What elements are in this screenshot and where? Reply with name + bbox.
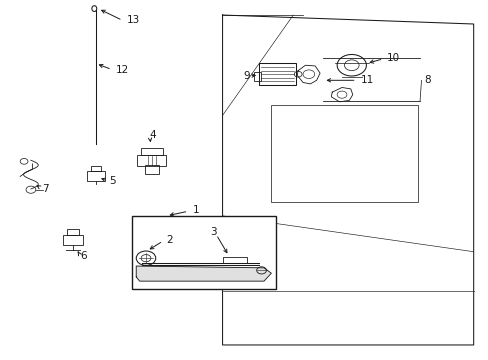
Text: 2: 2 <box>166 235 173 245</box>
Text: 3: 3 <box>210 227 217 237</box>
Text: 13: 13 <box>126 15 140 26</box>
Bar <box>259 63 295 85</box>
Bar <box>132 216 276 289</box>
Text: 12: 12 <box>116 64 129 75</box>
Text: 8: 8 <box>423 75 430 85</box>
Bar <box>222 257 246 263</box>
Text: 4: 4 <box>149 130 156 140</box>
Bar <box>63 234 82 245</box>
Text: 11: 11 <box>360 75 373 85</box>
Text: 1: 1 <box>193 206 200 216</box>
Bar <box>145 165 158 174</box>
Text: 5: 5 <box>109 176 115 186</box>
Bar <box>137 155 166 166</box>
Text: 9: 9 <box>243 71 249 81</box>
Text: 7: 7 <box>42 184 49 194</box>
Text: 10: 10 <box>386 53 399 63</box>
Bar <box>91 166 101 171</box>
Bar <box>67 229 79 234</box>
Bar <box>254 72 260 81</box>
Bar <box>141 148 162 155</box>
Bar <box>87 171 104 181</box>
Text: 6: 6 <box>80 251 87 261</box>
Bar <box>271 105 417 202</box>
Polygon shape <box>136 266 271 281</box>
